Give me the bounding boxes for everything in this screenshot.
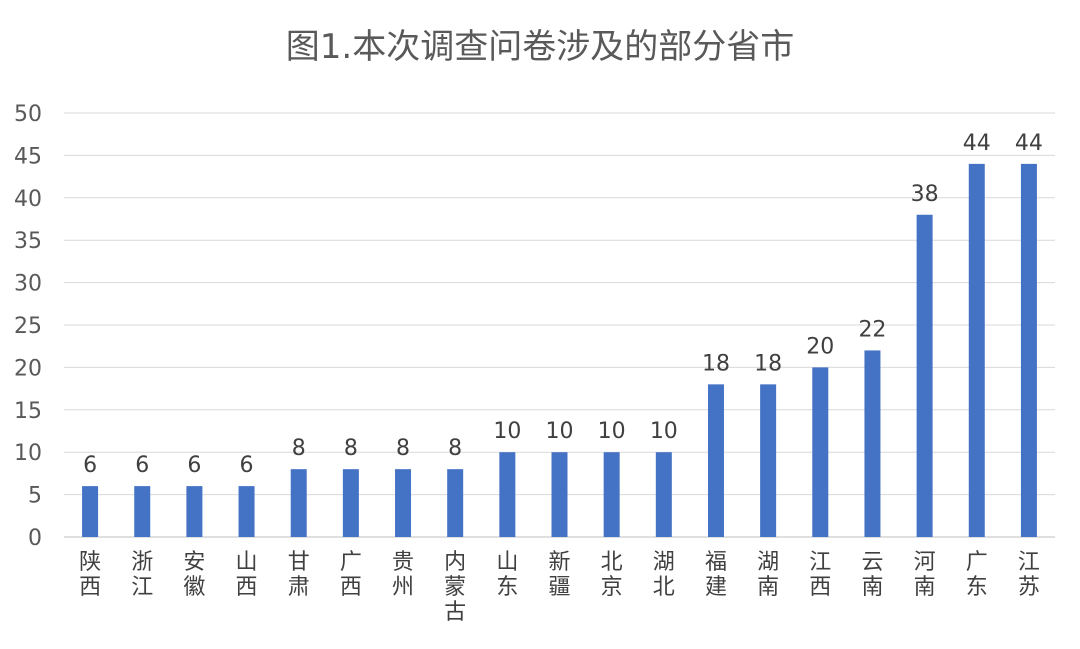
y-tick-label: 35: [14, 229, 42, 254]
category-label: 湖南: [757, 550, 779, 600]
bar: [812, 367, 829, 537]
bars: [82, 163, 1037, 537]
y-tick-label: 20: [14, 356, 42, 381]
y-tick-label: 5: [28, 484, 42, 509]
y-tick-label: 50: [14, 102, 42, 127]
data-labels: 6 6 6 6 8 8 8 8 10 10 10 10 18 18 20 22 38 44 44: [83, 131, 1043, 478]
data-label: 44: [963, 131, 991, 156]
bar: [134, 486, 151, 537]
data-label: 8: [292, 436, 306, 461]
bar: [968, 163, 985, 537]
y-axis-ticks: 0 5 10 15 20 25 30 35 40 45 50: [14, 102, 42, 551]
category-label: 云南: [861, 550, 883, 600]
data-label: 8: [344, 436, 358, 461]
category-label: 江西: [809, 550, 831, 600]
data-label: 10: [598, 419, 626, 444]
y-tick-label: 30: [14, 272, 42, 297]
bar: [186, 486, 203, 537]
category-label: 广西: [340, 550, 362, 600]
y-tick-label: 25: [14, 314, 42, 339]
category-label: 浙江: [131, 550, 153, 600]
y-tick-label: 0: [28, 526, 42, 551]
data-label: 6: [187, 453, 201, 478]
gridlines: [64, 112, 1055, 496]
bar: [551, 452, 568, 537]
bar: [499, 452, 516, 537]
data-label: 18: [754, 351, 782, 376]
data-label: 10: [546, 419, 574, 444]
category-label: 甘肃: [288, 550, 310, 600]
bar: [290, 469, 307, 537]
y-tick-label: 15: [14, 399, 42, 424]
data-label: 8: [396, 436, 410, 461]
category-label: 陕西: [79, 550, 101, 600]
y-tick-label: 40: [14, 187, 42, 212]
y-tick-label: 45: [14, 144, 42, 169]
category-label: 北京: [601, 550, 623, 600]
bar: [864, 350, 881, 537]
data-label: 6: [83, 453, 97, 478]
data-label: 6: [240, 453, 254, 478]
bar: [82, 486, 99, 537]
category-label: 福建: [705, 550, 727, 600]
category-label: 新疆: [548, 550, 570, 600]
chart-title: 图1.本次调查问卷涉及的部分省市: [286, 27, 794, 67]
bar: [1020, 163, 1037, 537]
category-label: 内蒙古: [444, 550, 466, 625]
category-label: 山西: [236, 550, 258, 600]
bar: [395, 469, 412, 537]
data-label: 10: [493, 419, 521, 444]
bar: [447, 469, 464, 537]
bar: [342, 469, 359, 537]
category-label: 广东: [966, 550, 988, 600]
bar: [760, 384, 777, 537]
category-label: 山东: [496, 550, 518, 600]
bar: [603, 452, 620, 537]
category-label: 河南: [914, 550, 936, 600]
data-label: 22: [858, 317, 886, 342]
data-label: 18: [702, 351, 730, 376]
data-label: 10: [650, 419, 678, 444]
bar: [655, 452, 672, 537]
y-tick-label: 10: [14, 441, 42, 466]
data-label: 44: [1015, 131, 1043, 156]
data-label: 38: [911, 182, 939, 207]
category-label: 江苏: [1018, 550, 1040, 600]
bar: [916, 214, 933, 537]
category-label: 湖北: [653, 550, 675, 600]
data-label: 6: [135, 453, 149, 478]
data-label: 8: [448, 436, 462, 461]
category-label: 贵州: [392, 550, 414, 600]
data-label: 20: [806, 334, 834, 359]
category-label: 安徽: [183, 550, 205, 600]
bar: [238, 486, 255, 537]
bar: [707, 384, 724, 537]
